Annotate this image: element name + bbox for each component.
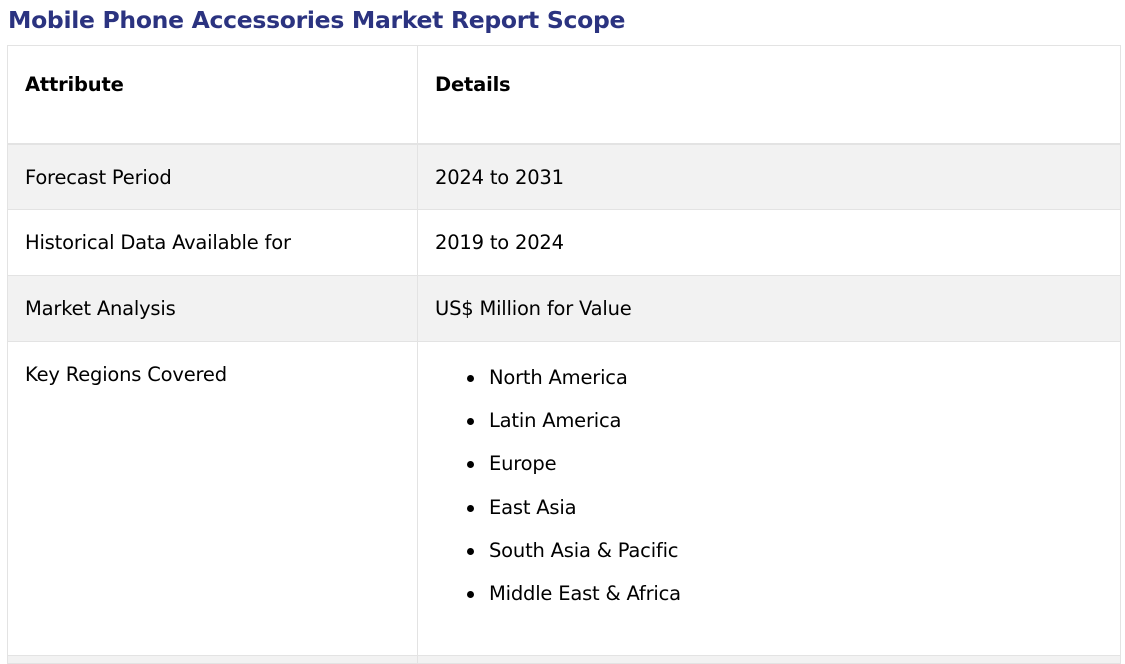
region-label: South Asia & Pacific [489, 538, 679, 562]
report-scope-table: Attribute Details Forecast Period 2024 t… [7, 45, 1121, 664]
table-row-partial [7, 655, 1121, 664]
table-row: Market Analysis US$ Million for Value [7, 275, 1121, 342]
bullet-icon [467, 375, 474, 382]
list-item: Latin America [467, 409, 1120, 452]
region-label: Latin America [489, 409, 622, 433]
page-title: Mobile Phone Accessories Market Report S… [8, 6, 626, 34]
header-attribute: Attribute [7, 45, 418, 144]
bullet-icon [467, 504, 474, 512]
details-cell: North America Latin America Europe East … [417, 341, 1121, 656]
region-label: East Asia [489, 495, 577, 519]
details-cell: 2019 to 2024 [417, 209, 1121, 276]
regions-list: North America Latin America Europe East … [435, 366, 1120, 625]
list-item: South Asia & Pacific [467, 538, 1120, 582]
header-details: Details [417, 45, 1121, 144]
table-row-regions: Key Regions Covered North America Latin … [7, 341, 1121, 656]
region-label: Middle East & Africa [489, 581, 681, 605]
attribute-cell: Historical Data Available for [7, 209, 418, 276]
list-item: East Asia [467, 495, 1120, 539]
details-cell [417, 655, 1121, 664]
region-label: Europe [489, 452, 557, 476]
bullet-icon [467, 590, 474, 598]
region-label: North America [489, 366, 628, 389]
bullet-icon [467, 547, 474, 555]
details-cell: US$ Million for Value [417, 275, 1121, 342]
bullet-icon [467, 461, 474, 469]
list-item: Europe [467, 452, 1120, 495]
table-header-row: Attribute Details [7, 45, 1121, 144]
list-item: North America [467, 366, 1120, 409]
attribute-cell: Key Regions Covered [7, 341, 418, 656]
attribute-cell [7, 655, 418, 664]
details-cell: 2024 to 2031 [417, 143, 1121, 210]
table-row: Historical Data Available for 2019 to 20… [7, 209, 1121, 276]
attribute-cell: Forecast Period [7, 143, 418, 210]
table-row: Forecast Period 2024 to 2031 [7, 143, 1121, 210]
list-item: Middle East & Africa [467, 581, 1120, 625]
attribute-cell: Market Analysis [7, 275, 418, 342]
bullet-icon [467, 418, 474, 426]
